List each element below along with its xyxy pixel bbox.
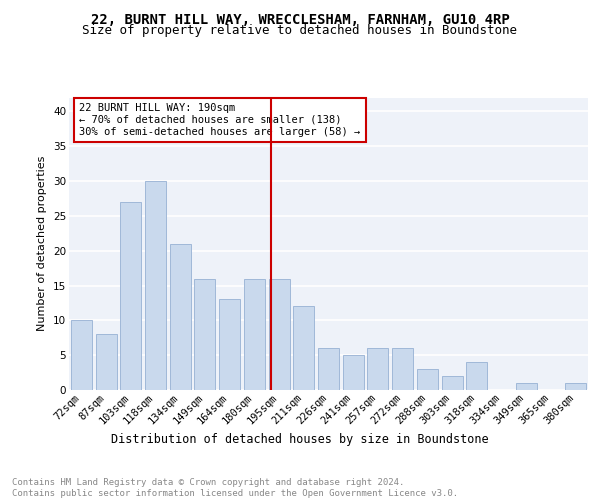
Bar — [293, 306, 314, 390]
Text: Distribution of detached houses by size in Boundstone: Distribution of detached houses by size … — [111, 432, 489, 446]
Bar — [442, 376, 463, 390]
Bar — [392, 348, 413, 390]
Bar — [71, 320, 92, 390]
Bar — [194, 278, 215, 390]
Bar — [269, 278, 290, 390]
Bar — [219, 300, 240, 390]
Text: Contains HM Land Registry data © Crown copyright and database right 2024.
Contai: Contains HM Land Registry data © Crown c… — [12, 478, 458, 498]
Bar — [170, 244, 191, 390]
Bar — [95, 334, 116, 390]
Text: 22 BURNT HILL WAY: 190sqm
← 70% of detached houses are smaller (138)
30% of semi: 22 BURNT HILL WAY: 190sqm ← 70% of detac… — [79, 104, 361, 136]
Y-axis label: Number of detached properties: Number of detached properties — [37, 156, 47, 332]
Bar — [120, 202, 141, 390]
Bar — [466, 362, 487, 390]
Bar — [145, 181, 166, 390]
Bar — [565, 383, 586, 390]
Bar — [516, 383, 537, 390]
Bar — [367, 348, 388, 390]
Bar — [244, 278, 265, 390]
Bar — [343, 355, 364, 390]
Text: Size of property relative to detached houses in Boundstone: Size of property relative to detached ho… — [83, 24, 517, 37]
Bar — [417, 369, 438, 390]
Text: 22, BURNT HILL WAY, WRECCLESHAM, FARNHAM, GU10 4RP: 22, BURNT HILL WAY, WRECCLESHAM, FARNHAM… — [91, 12, 509, 26]
Bar — [318, 348, 339, 390]
